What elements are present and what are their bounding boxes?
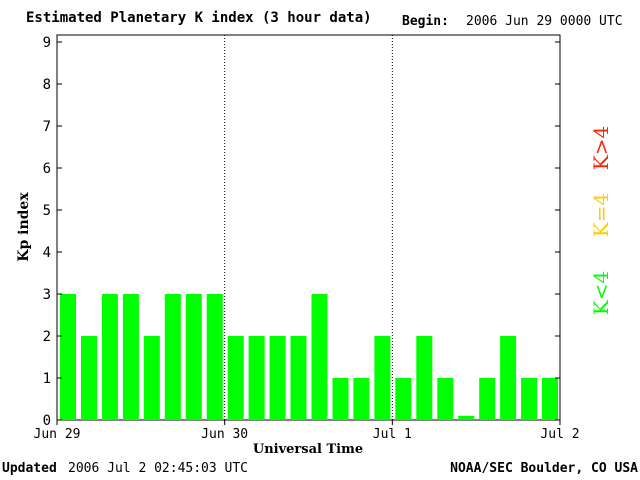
y-axis-label: Kp index	[16, 192, 32, 262]
begin-value: 2006 Jun 29 0000 UTC	[466, 14, 623, 29]
kp-bar	[164, 294, 181, 420]
y-tick-label: 9	[43, 35, 51, 51]
x-axis: Jun 29 Jun 30 Jul 1 Jul 2	[34, 420, 580, 442]
legend-high: K>4	[589, 126, 613, 170]
y-tick-label: 2	[43, 329, 51, 345]
kp-bar	[60, 294, 76, 420]
kp-bar	[395, 378, 412, 420]
legend: K<4 K=4 K>4	[589, 126, 613, 315]
kp-bar	[332, 378, 349, 420]
kp-bar	[122, 294, 139, 420]
legend-low: K<4	[589, 271, 613, 315]
y-tick-label: 6	[43, 161, 51, 177]
updated-value: 2006 Jul 2 02:45:03 UTC	[68, 461, 249, 476]
source-credit: NOAA/SEC Boulder, CO USA	[450, 461, 638, 476]
kp-bar	[353, 378, 370, 420]
x-axis-label: Universal Time	[253, 442, 363, 457]
kp-bar	[500, 336, 517, 420]
kp-bar	[81, 336, 97, 420]
begin-label: Begin:	[402, 14, 449, 29]
y-tick-label: 7	[43, 119, 51, 135]
kp-bar	[542, 378, 558, 420]
y-tick-label: 0	[43, 413, 51, 429]
kp-bar	[143, 336, 160, 420]
kp-bar	[101, 294, 118, 420]
updated-label: Updated	[2, 461, 57, 476]
x-tick-label: Jun 30	[201, 427, 248, 442]
kp-bar	[416, 336, 433, 420]
kp-bar	[479, 378, 496, 420]
kp-bar	[374, 336, 391, 420]
plot-frame	[56, 34, 561, 421]
y-tick-label: 4	[43, 245, 51, 261]
kp-bar	[437, 378, 454, 420]
kp-bar	[521, 378, 538, 420]
kp-bar	[206, 294, 223, 420]
kp-bar	[311, 294, 328, 420]
y-tick-label: 5	[43, 203, 51, 219]
y-tick-label: 8	[43, 77, 51, 93]
y-axis: 0 1 2 3 4 5 6 7 8 9	[43, 35, 560, 429]
x-tick-label: Jun 29	[34, 427, 81, 442]
y-tick-label: 3	[43, 287, 51, 303]
kp-bar	[458, 415, 475, 420]
x-tick-label: Jul 1	[373, 427, 412, 442]
kp-bar	[290, 336, 307, 420]
day-dividers	[224, 35, 393, 420]
kp-bar	[269, 336, 286, 420]
y-tick-label: 1	[43, 371, 51, 387]
kp-bar	[227, 336, 244, 420]
kp-bar	[185, 294, 202, 420]
legend-equal: K=4	[589, 193, 613, 237]
bars-group	[60, 294, 558, 420]
chart-title: Estimated Planetary K index (3 hour data…	[26, 10, 372, 26]
x-tick-label: Jul 2	[540, 427, 579, 442]
kp-bar	[248, 336, 265, 420]
